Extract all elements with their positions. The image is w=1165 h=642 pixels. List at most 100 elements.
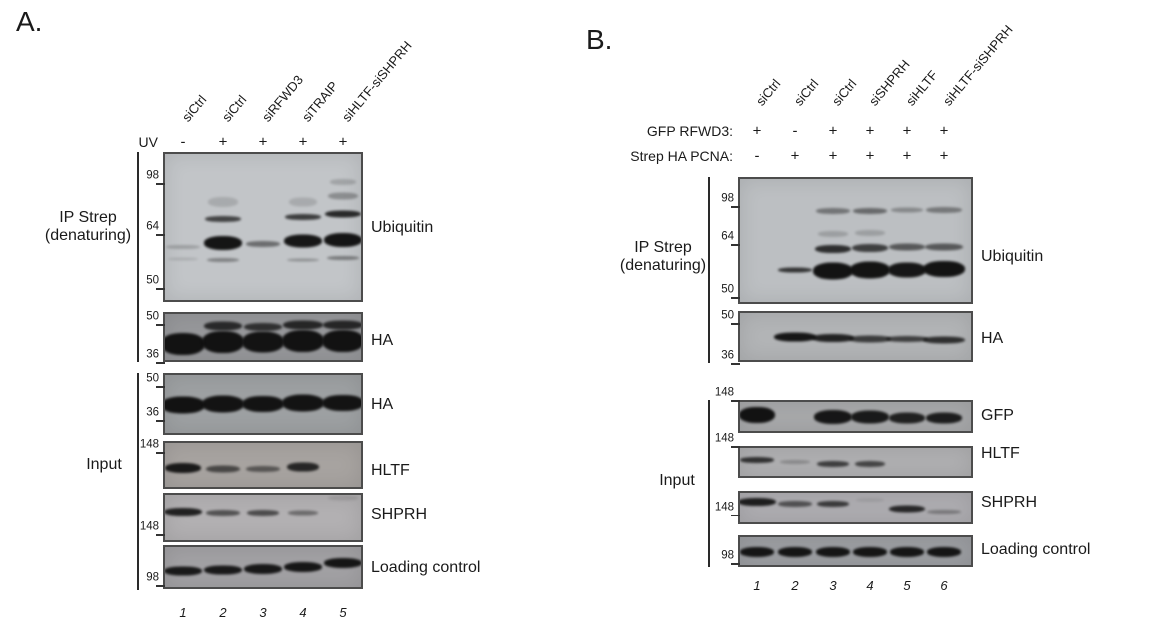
group-label: IP Strep (denaturing) — [620, 239, 706, 275]
mw-marker-tick — [731, 362, 740, 365]
mw-marker-tick — [731, 514, 740, 517]
mw-marker-tick — [731, 243, 740, 246]
protein-band — [778, 546, 812, 557]
lane-number: 1 — [179, 605, 187, 620]
condition-value: + — [939, 122, 949, 140]
mw-marker-tick — [156, 386, 165, 388]
protein-band — [202, 395, 244, 413]
protein-band — [208, 197, 238, 208]
condition-row-label: UV — [138, 134, 158, 150]
input-gfp-blot — [738, 400, 973, 433]
protein-band — [207, 258, 239, 262]
protein-band — [780, 460, 810, 464]
condition-value: + — [828, 147, 838, 165]
protein-band — [778, 500, 812, 507]
group-label-line: IP Strep — [634, 239, 692, 256]
mw-marker-label: 36 — [146, 348, 159, 361]
protein-band — [165, 396, 205, 414]
protein-band — [923, 261, 965, 278]
protein-band — [849, 335, 891, 343]
protein-band — [926, 207, 962, 214]
antibody-label: Loading control — [981, 541, 1091, 558]
mw-marker-label: 148 — [139, 438, 159, 451]
protein-band — [206, 465, 240, 473]
mw-marker-label: 148 — [714, 432, 734, 445]
lane-label: siCtrl — [828, 76, 860, 109]
panel-label: B. — [586, 24, 613, 55]
protein-band — [852, 244, 888, 253]
protein-band — [817, 501, 849, 508]
input-shprh-blot — [163, 493, 363, 542]
mw-marker-tick — [731, 323, 740, 325]
condition-value: + — [902, 122, 912, 140]
mw-marker-tick — [156, 183, 165, 185]
condition-value: + — [828, 122, 838, 140]
protein-band — [740, 497, 776, 506]
mw-marker-label: 148 — [139, 520, 159, 533]
protein-band — [814, 410, 852, 425]
condition-value: + — [752, 122, 762, 140]
protein-band — [327, 255, 359, 260]
protein-band — [165, 566, 202, 576]
mw-marker-label: 36 — [721, 349, 734, 362]
lane-number: 4 — [866, 578, 874, 593]
protein-band — [242, 396, 284, 412]
protein-band — [815, 244, 851, 253]
mw-marker-tick — [731, 205, 740, 208]
protein-band — [202, 331, 244, 353]
protein-band — [853, 207, 887, 214]
protein-band — [284, 561, 322, 572]
group-label: Input — [659, 472, 695, 490]
antibody-label: HA — [981, 330, 1004, 347]
protein-band — [204, 565, 242, 575]
lane-number: 1 — [753, 578, 761, 593]
protein-band — [850, 261, 890, 279]
condition-value: - — [792, 122, 798, 140]
mw-marker-tick — [156, 362, 165, 364]
protein-band — [165, 462, 201, 473]
protein-band — [322, 395, 361, 412]
mw-marker-label: 98 — [721, 192, 734, 205]
mw-marker-tick — [731, 297, 740, 299]
mw-marker-tick — [731, 400, 740, 402]
lane-number: 5 — [339, 605, 347, 620]
condition-value: + — [338, 133, 348, 151]
group-label-line: Input — [659, 472, 695, 489]
condition-value: + — [258, 133, 268, 151]
protein-band — [778, 267, 812, 273]
protein-band — [247, 509, 279, 516]
mw-marker-label: 50 — [146, 310, 159, 323]
mw-marker-label: 148 — [714, 386, 734, 399]
mw-marker-label: 148 — [714, 501, 734, 513]
protein-band — [816, 546, 850, 557]
condition-value: + — [298, 133, 308, 151]
condition-value: + — [865, 147, 875, 165]
input-loading-blot — [163, 545, 363, 589]
group-bracket — [708, 177, 710, 363]
mw-marker-tick — [156, 452, 165, 454]
protein-band — [204, 321, 242, 331]
input-loading-blot — [738, 535, 973, 567]
antibody-label: Loading control — [371, 559, 481, 576]
protein-band — [855, 229, 885, 236]
protein-band — [246, 241, 280, 248]
protein-band — [323, 320, 361, 330]
mw-marker-tick — [156, 288, 165, 290]
condition-row-label: Strep HA PCNA: — [630, 148, 733, 164]
antibody-label: GFP — [981, 407, 1014, 424]
protein-band — [328, 192, 358, 199]
protein-band — [816, 208, 850, 215]
mw-marker-label: 36 — [146, 406, 159, 419]
protein-band — [324, 232, 361, 247]
group-label: Input — [86, 456, 122, 474]
ip-ubiquitin-blot — [163, 152, 363, 302]
protein-band — [328, 495, 358, 501]
protein-band — [330, 179, 356, 185]
protein-band — [890, 546, 924, 557]
antibody-label: SHPRH — [371, 506, 428, 523]
protein-band — [288, 510, 318, 516]
mw-marker-tick — [156, 324, 165, 326]
mw-marker-label: 50 — [721, 309, 734, 322]
